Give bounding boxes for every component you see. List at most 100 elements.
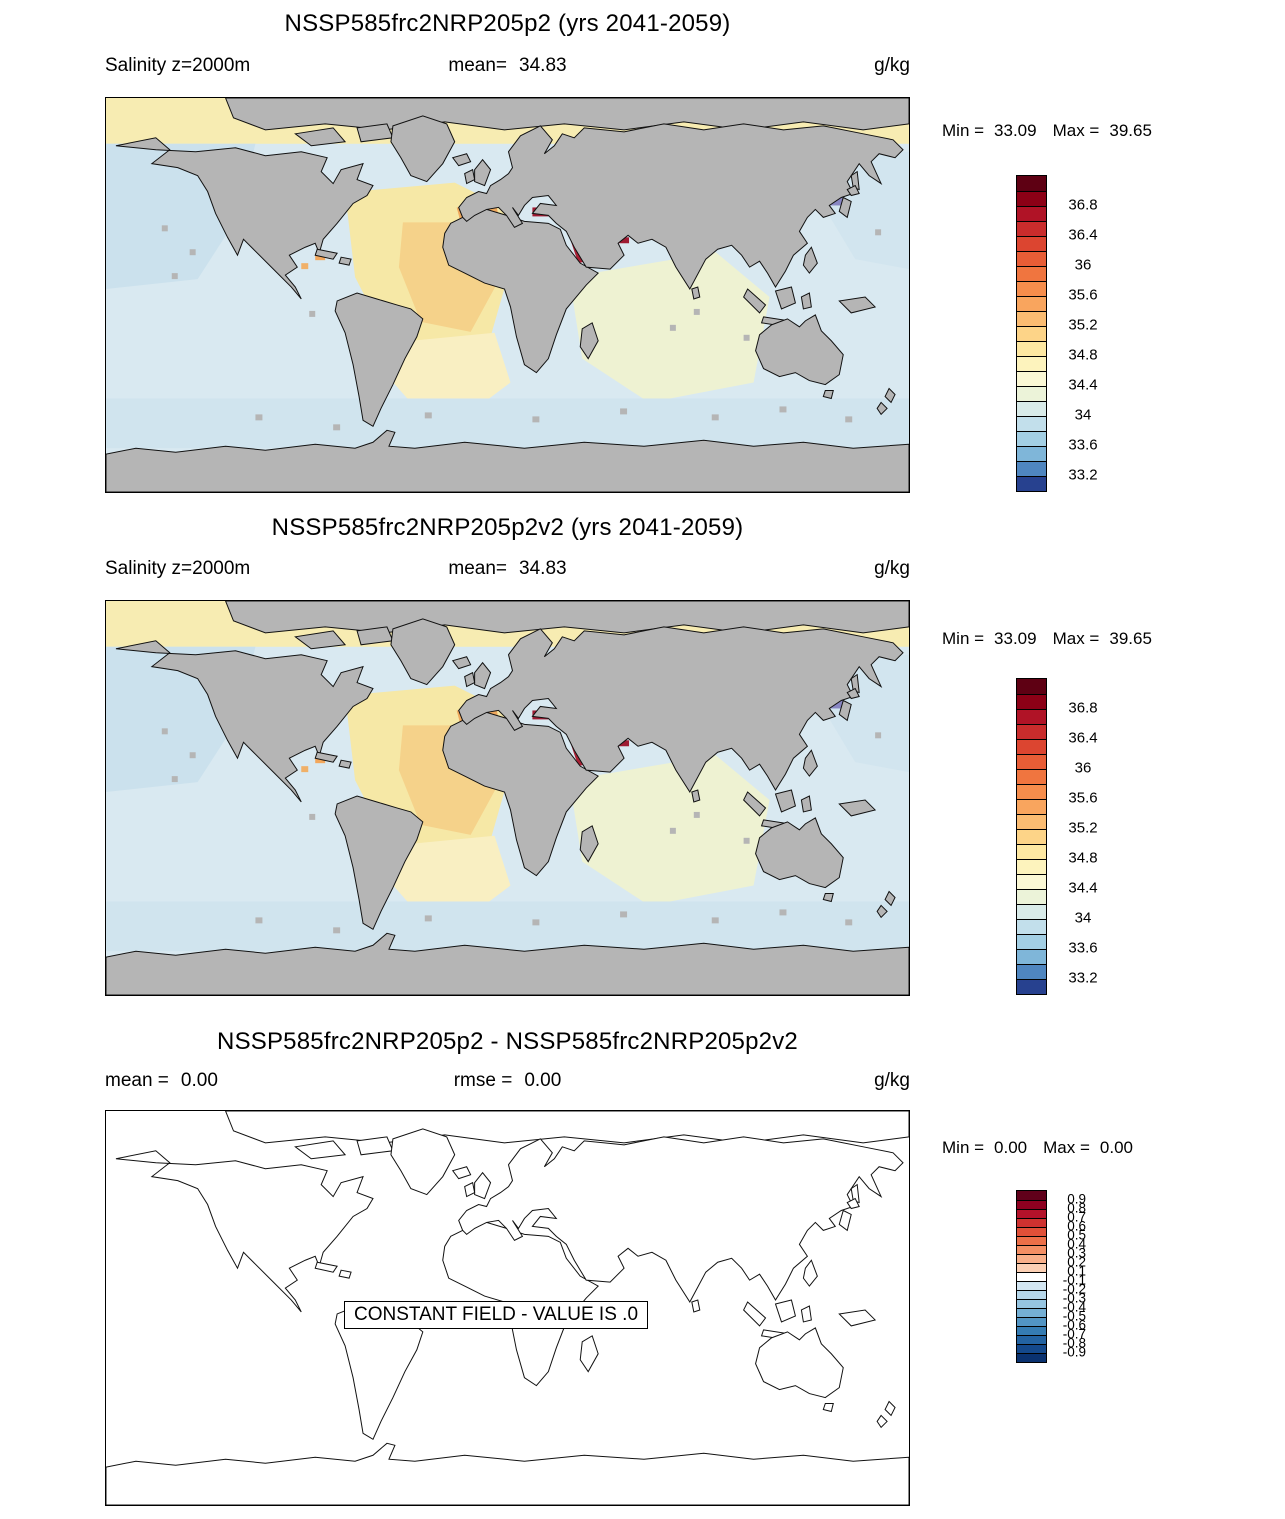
colorbar-tick-label: 34	[1074, 909, 1092, 927]
constant-field-annotation: CONSTANT FIELD - VALUE IS .0	[344, 1301, 649, 1329]
panel-3-title: NSSP585frc2NRP205p2 - NSSP585frc2NRP205p…	[217, 1028, 798, 1055]
panel-1-field-label: Salinity z=2000m	[105, 55, 251, 76]
colorbar-cell	[1017, 964, 1046, 979]
max-value: 0.00	[1099, 1138, 1134, 1157]
colorbar-tick-label: 36.4	[1068, 226, 1098, 244]
colorbar-cell	[1017, 1263, 1046, 1272]
colorbar-cell	[1017, 191, 1046, 206]
max-label: Max =	[1052, 629, 1100, 648]
colorbar-tick-label: -0.8	[1062, 1335, 1086, 1351]
min-value: 33.09	[994, 629, 1037, 648]
colorbar-cell	[1017, 694, 1046, 709]
colorbar-cell	[1017, 769, 1046, 784]
colorbar-tick-label: 35.6	[1068, 286, 1098, 304]
colorbar-cell	[1017, 296, 1046, 311]
colorbar-tick-label: 36	[1074, 759, 1092, 777]
mean-label: mean =	[105, 1070, 169, 1091]
colorbar-tick-label: 0.4	[1067, 1236, 1086, 1252]
colorbar-cell	[1017, 784, 1046, 799]
colorbar-tick-label: -0.4	[1062, 1299, 1086, 1315]
mean-label: mean=	[448, 558, 508, 579]
colorbar-cell	[1017, 251, 1046, 266]
colorbar-tick-label: 35.2	[1068, 316, 1098, 334]
colorbar-cell	[1017, 1254, 1046, 1263]
rmse-value: 0.00	[524, 1070, 562, 1091]
colorbar-cell	[1017, 859, 1046, 874]
colorbar-tick-label: -0.1	[1062, 1272, 1086, 1288]
min-label: Min =	[942, 121, 985, 140]
colorbar-tick-label: -0.6	[1062, 1317, 1086, 1333]
colorbar-cell	[1017, 371, 1046, 386]
colorbar-cell	[1017, 221, 1046, 236]
world-map-svg	[106, 98, 909, 492]
panel-1-minmax: Min = 33.09 Max = 39.65	[942, 121, 1152, 141]
colorbar-cell	[1017, 266, 1046, 281]
max-value: 39.65	[1109, 629, 1152, 648]
colorbar-cell	[1017, 206, 1046, 221]
panel-2-minmax: Min = 33.09 Max = 39.65	[942, 629, 1152, 649]
mean-value: 34.83	[519, 558, 567, 579]
rmse-label: rmse =	[453, 1070, 513, 1091]
colorbar-cell	[1017, 461, 1046, 476]
colorbar-cell	[1017, 1317, 1046, 1326]
panel-2-title: NSSP585frc2NRP205p2v2 (yrs 2041-2059)	[271, 514, 744, 541]
colorbar-cell	[1017, 739, 1046, 754]
colorbar-cell	[1017, 1290, 1046, 1299]
colorbar-tick-label: 0.3	[1067, 1245, 1086, 1261]
colorbar-cell	[1017, 341, 1046, 356]
colorbar-gradient	[1016, 175, 1047, 492]
colorbar-cell	[1017, 709, 1046, 724]
colorbar-tick-label: 36.8	[1068, 196, 1098, 214]
colorbar-cell	[1017, 1200, 1046, 1209]
colorbar-cell	[1017, 326, 1046, 341]
colorbar-cell	[1017, 1344, 1046, 1353]
colorbar-cell	[1017, 1218, 1046, 1227]
min-value: 0.00	[994, 1138, 1028, 1157]
colorbar-tick-label: 33.6	[1068, 436, 1098, 454]
colorbar-tick-label: 34.4	[1068, 376, 1098, 394]
colorbar-cell	[1017, 1353, 1046, 1362]
colorbar-tick-label: 33.2	[1068, 969, 1098, 987]
colorbar-tick-label: 0.7	[1067, 1209, 1086, 1225]
colorbar-cell	[1017, 1272, 1046, 1281]
colorbar-cell	[1017, 1191, 1046, 1200]
colorbar-cell	[1017, 431, 1046, 446]
colorbar-cell	[1017, 236, 1046, 251]
colorbar-cell	[1017, 1209, 1046, 1218]
colorbar-tick-label: 36	[1074, 256, 1092, 274]
panel-2-map	[105, 600, 910, 996]
colorbar-cell	[1017, 889, 1046, 904]
colorbar-cell	[1017, 1245, 1046, 1254]
colorbar-tick-label: 0.5	[1067, 1227, 1086, 1243]
colorbar-tick-label: -0.2	[1062, 1281, 1086, 1297]
colorbar-tick-label: -0.7	[1062, 1326, 1086, 1342]
mean-value: 0.00	[180, 1070, 218, 1091]
panel-3-rmse: rmse = 0.00	[105, 1070, 910, 1092]
colorbar-cell	[1017, 386, 1046, 401]
colorbar-cell	[1017, 979, 1046, 994]
panel-1-colorbar: 36.8 36.4 36 35.6 35.2 34.8 34.4 34 33.6 33.2	[1016, 175, 1098, 492]
colorbar-cell	[1017, 949, 1046, 964]
max-label: Max =	[1043, 1138, 1090, 1157]
world-map-svg	[106, 601, 909, 995]
colorbar-tick-label: -0.5	[1062, 1308, 1086, 1324]
colorbar-cell	[1017, 1299, 1046, 1308]
panel-2-colorbar: 36.8 36.4 36 35.6 35.2 34.8 34.4 34 33.6 33.2	[1016, 678, 1098, 995]
mean-value: 34.83	[519, 55, 567, 76]
colorbar-tick-label: 36.4	[1068, 729, 1098, 747]
colorbar-tick-label: 36.8	[1068, 699, 1098, 717]
colorbar-cell	[1017, 1236, 1046, 1245]
colorbar-cell	[1017, 754, 1046, 769]
colorbar-tick-label: 0.1	[1067, 1263, 1086, 1279]
colorbar-cell	[1017, 679, 1046, 694]
colorbar-cell	[1017, 446, 1046, 461]
panel-1-mean: mean= 34.83	[105, 55, 910, 77]
colorbar-cell	[1017, 799, 1046, 814]
colorbar-tick-label: 0.8	[1067, 1200, 1086, 1216]
colorbar-tick-label: -0.9	[1062, 1344, 1086, 1360]
colorbar-cell	[1017, 416, 1046, 431]
colorbar-tick-label: 34.8	[1068, 849, 1098, 867]
panel-1-title: NSSP585frc2NRP205p2 (yrs 2041-2059)	[284, 10, 731, 37]
panel-1-units: g/kg	[874, 55, 910, 76]
